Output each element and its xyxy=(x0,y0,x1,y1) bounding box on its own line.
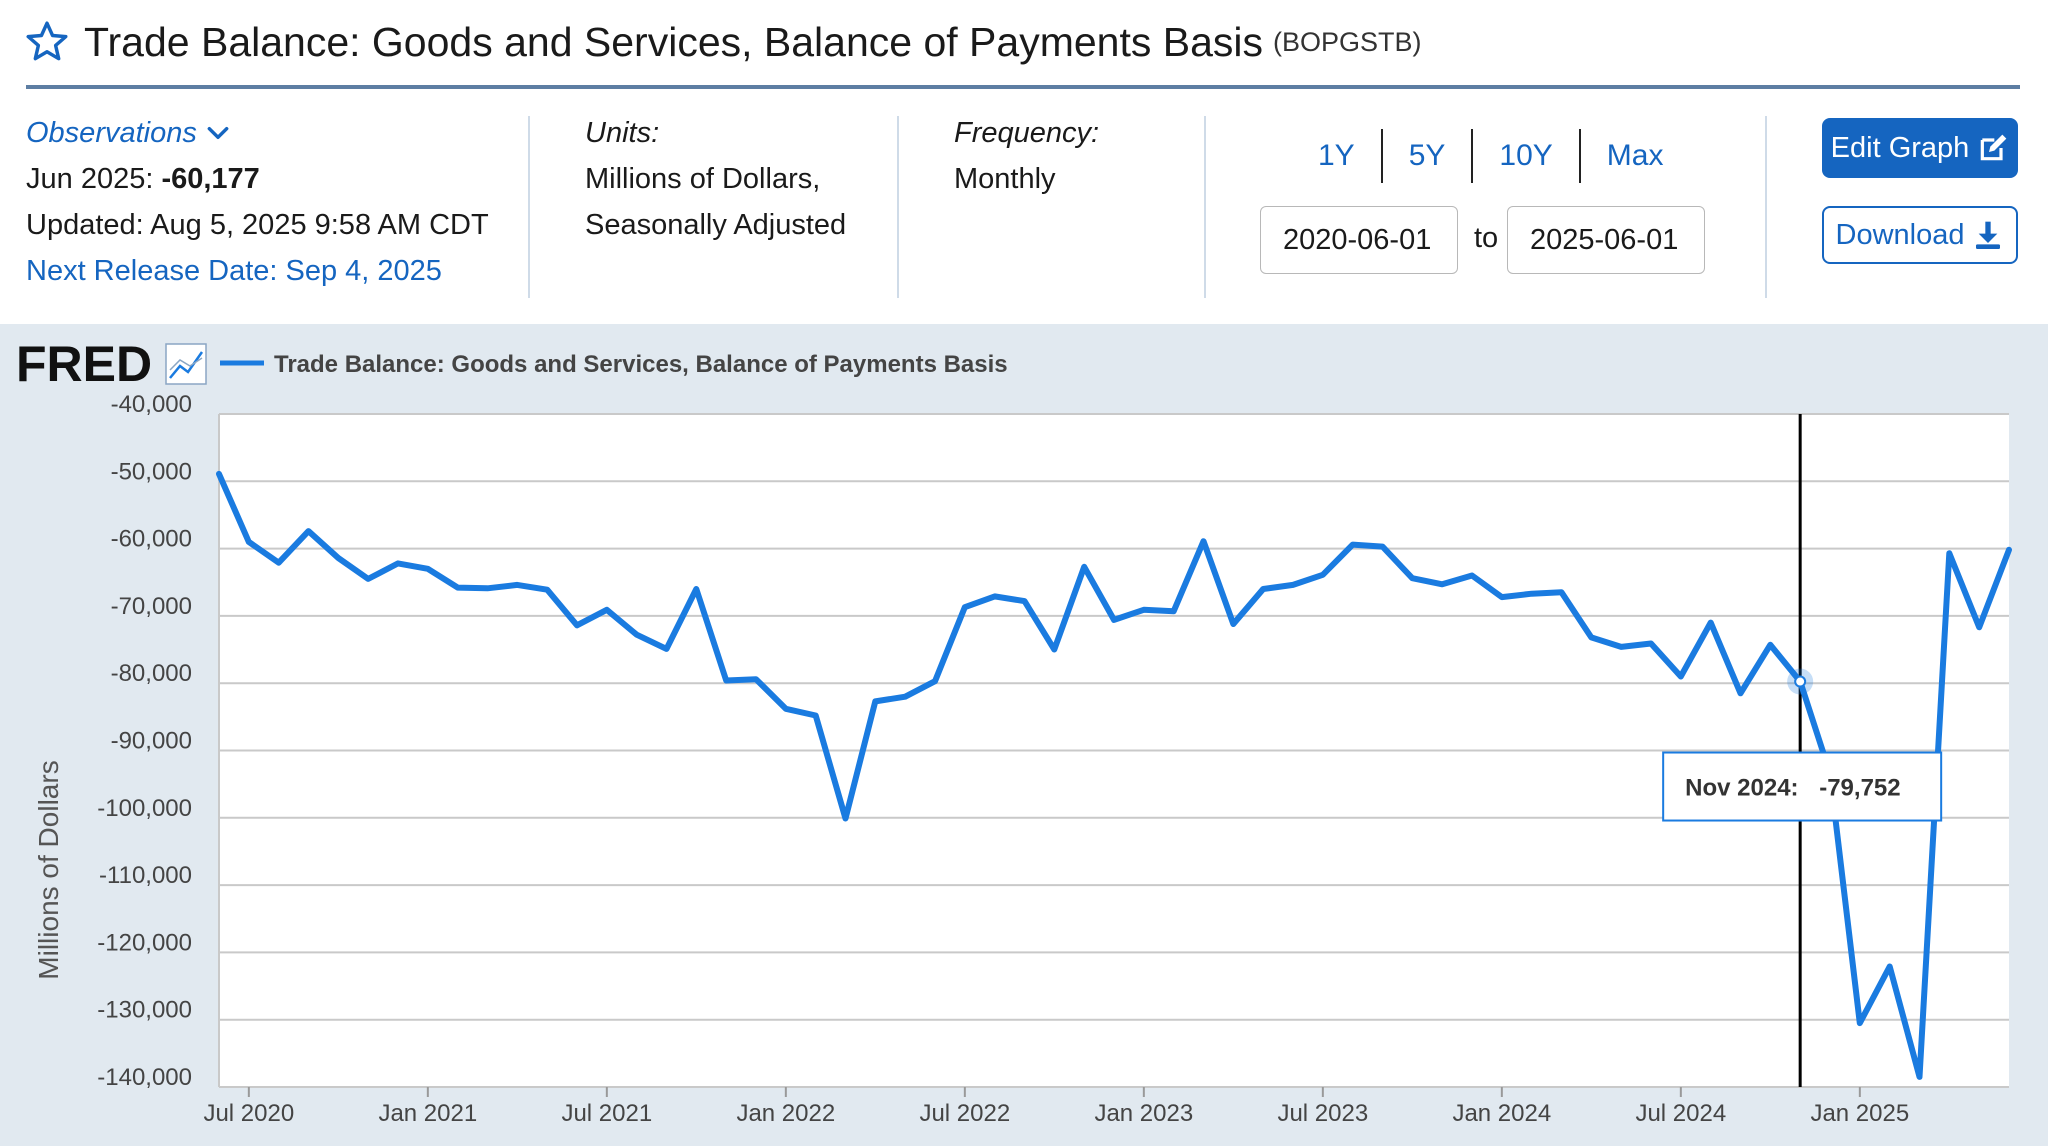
observations-panel: Observations Jun 2025: -60,177 Updated: … xyxy=(26,110,516,294)
download-button[interactable]: Download xyxy=(1822,206,2018,264)
units-panel: Units: Millions of Dollars, Seasonally A… xyxy=(585,110,885,248)
x-tick-label: Jan 2024 xyxy=(1452,1100,1551,1127)
units-line-1: Millions of Dollars, xyxy=(585,163,821,195)
observations-label: Observations xyxy=(26,117,197,149)
y-axis: -40,000 -50,000 -60,000 -70,000 -80,000 -90,0… xyxy=(97,391,192,1091)
date-to-label: to xyxy=(1474,222,1499,254)
y-axis-title: Millions of Dollars xyxy=(33,760,64,979)
x-tick-label: Jan 2023 xyxy=(1094,1100,1193,1127)
x-axis: Jul 2020 Jan 2021 Jul 2021 Jan 2022 Jul 2022… xyxy=(203,1086,2009,1127)
x-tick-label: Jul 2021 xyxy=(561,1100,652,1127)
observation-value: -60,177 xyxy=(161,163,260,195)
download-icon xyxy=(1976,221,2001,249)
column-divider xyxy=(528,116,530,298)
legend-label: Trade Balance: Goods and Services, Balan… xyxy=(274,351,1008,378)
range-separator xyxy=(1380,129,1383,183)
y-tick-label: -140,000 xyxy=(97,1064,192,1091)
next-release-link[interactable]: Next Release Date: Sep 4, 2025 xyxy=(26,255,442,287)
edit-graph-button[interactable]: Edit Graph xyxy=(1822,118,2018,178)
chart-panel: FRED Trade Balance: Goods and Services, … xyxy=(0,324,2048,1146)
latest-observation: Jun 2025: -60,177 xyxy=(26,156,516,202)
trend-icon xyxy=(165,343,207,385)
edit-icon xyxy=(1981,134,2007,161)
y-tick-label: -50,000 xyxy=(111,458,192,485)
fred-chart[interactable]: FRED Trade Balance: Goods and Services, … xyxy=(0,324,2048,1146)
y-tick-label: -110,000 xyxy=(99,862,192,889)
column-divider xyxy=(897,116,899,298)
units-line-2: Seasonally Adjusted xyxy=(585,209,847,241)
edit-graph-label: Edit Graph xyxy=(1830,131,1970,164)
range-separator xyxy=(1471,129,1474,183)
range-separator xyxy=(1578,129,1581,183)
frequency-panel: Frequency: Monthly xyxy=(954,110,1194,202)
range-10y-button[interactable]: 10Y xyxy=(1499,139,1553,172)
range-max-button[interactable]: Max xyxy=(1606,139,1664,172)
chevron-down-icon xyxy=(207,126,229,140)
x-tick-label: Jan 2025 xyxy=(1810,1100,1909,1127)
column-divider xyxy=(1204,116,1206,298)
download-label: Download xyxy=(1835,218,1965,251)
observation-date: Jun 2025: xyxy=(26,163,154,195)
page-title: Trade Balance: Goods and Services, Balan… xyxy=(84,18,1263,65)
y-tick-label: -130,000 xyxy=(97,997,192,1024)
frequency-value: Monthly xyxy=(954,163,1056,195)
x-tick-label: Jan 2022 xyxy=(736,1100,835,1127)
title-row: Trade Balance: Goods and Services, Balan… xyxy=(24,14,1422,70)
x-tick-label: Jul 2023 xyxy=(1277,1100,1368,1127)
y-tick-label: -80,000 xyxy=(111,660,192,687)
end-date-input[interactable] xyxy=(1507,206,1705,274)
start-date-input[interactable] xyxy=(1260,206,1458,274)
range-1y-button[interactable]: 1Y xyxy=(1318,139,1355,172)
y-tick-label: -60,000 xyxy=(111,526,192,553)
star-icon[interactable] xyxy=(24,19,70,65)
series-line[interactable] xyxy=(216,470,2012,1080)
observations-toggle[interactable]: Observations xyxy=(26,110,231,156)
x-tick-label: Jul 2020 xyxy=(203,1100,294,1127)
range-5y-button[interactable]: 5Y xyxy=(1408,139,1446,172)
y-tick-label: -90,000 xyxy=(111,728,192,755)
title-divider xyxy=(26,85,2020,89)
y-tick-label: -120,000 xyxy=(97,929,192,956)
frequency-label: Frequency: xyxy=(954,117,1100,149)
hover-point xyxy=(1794,675,1807,688)
tooltip-text: Nov 2024: -79,752 xyxy=(1685,775,1900,802)
y-tick-label: -40,000 xyxy=(111,391,192,418)
y-tick-label: -70,000 xyxy=(111,593,192,620)
y-tick-label: -100,000 xyxy=(97,795,192,822)
tooltip-box xyxy=(1662,751,1943,822)
units-label: Units: xyxy=(585,117,660,149)
x-tick-label: Jan 2021 xyxy=(378,1100,477,1127)
column-divider xyxy=(1765,116,1767,298)
range-buttons: 1Y 5Y 10Y Max xyxy=(1292,126,1689,186)
tooltip-date: Nov 2024: xyxy=(1685,775,1798,802)
updated-text: Updated: Aug 5, 2025 9:58 AM CDT xyxy=(26,209,489,241)
series-id: (BOPGSTB) xyxy=(1273,26,1422,57)
x-tick-label: Jul 2024 xyxy=(1635,1100,1726,1127)
tooltip: Nov 2024: -79,752 xyxy=(1662,751,1943,822)
tooltip-value: -79,752 xyxy=(1819,775,1900,802)
fred-logo: FRED xyxy=(16,336,152,392)
x-tick-label: Jul 2022 xyxy=(919,1100,1010,1127)
